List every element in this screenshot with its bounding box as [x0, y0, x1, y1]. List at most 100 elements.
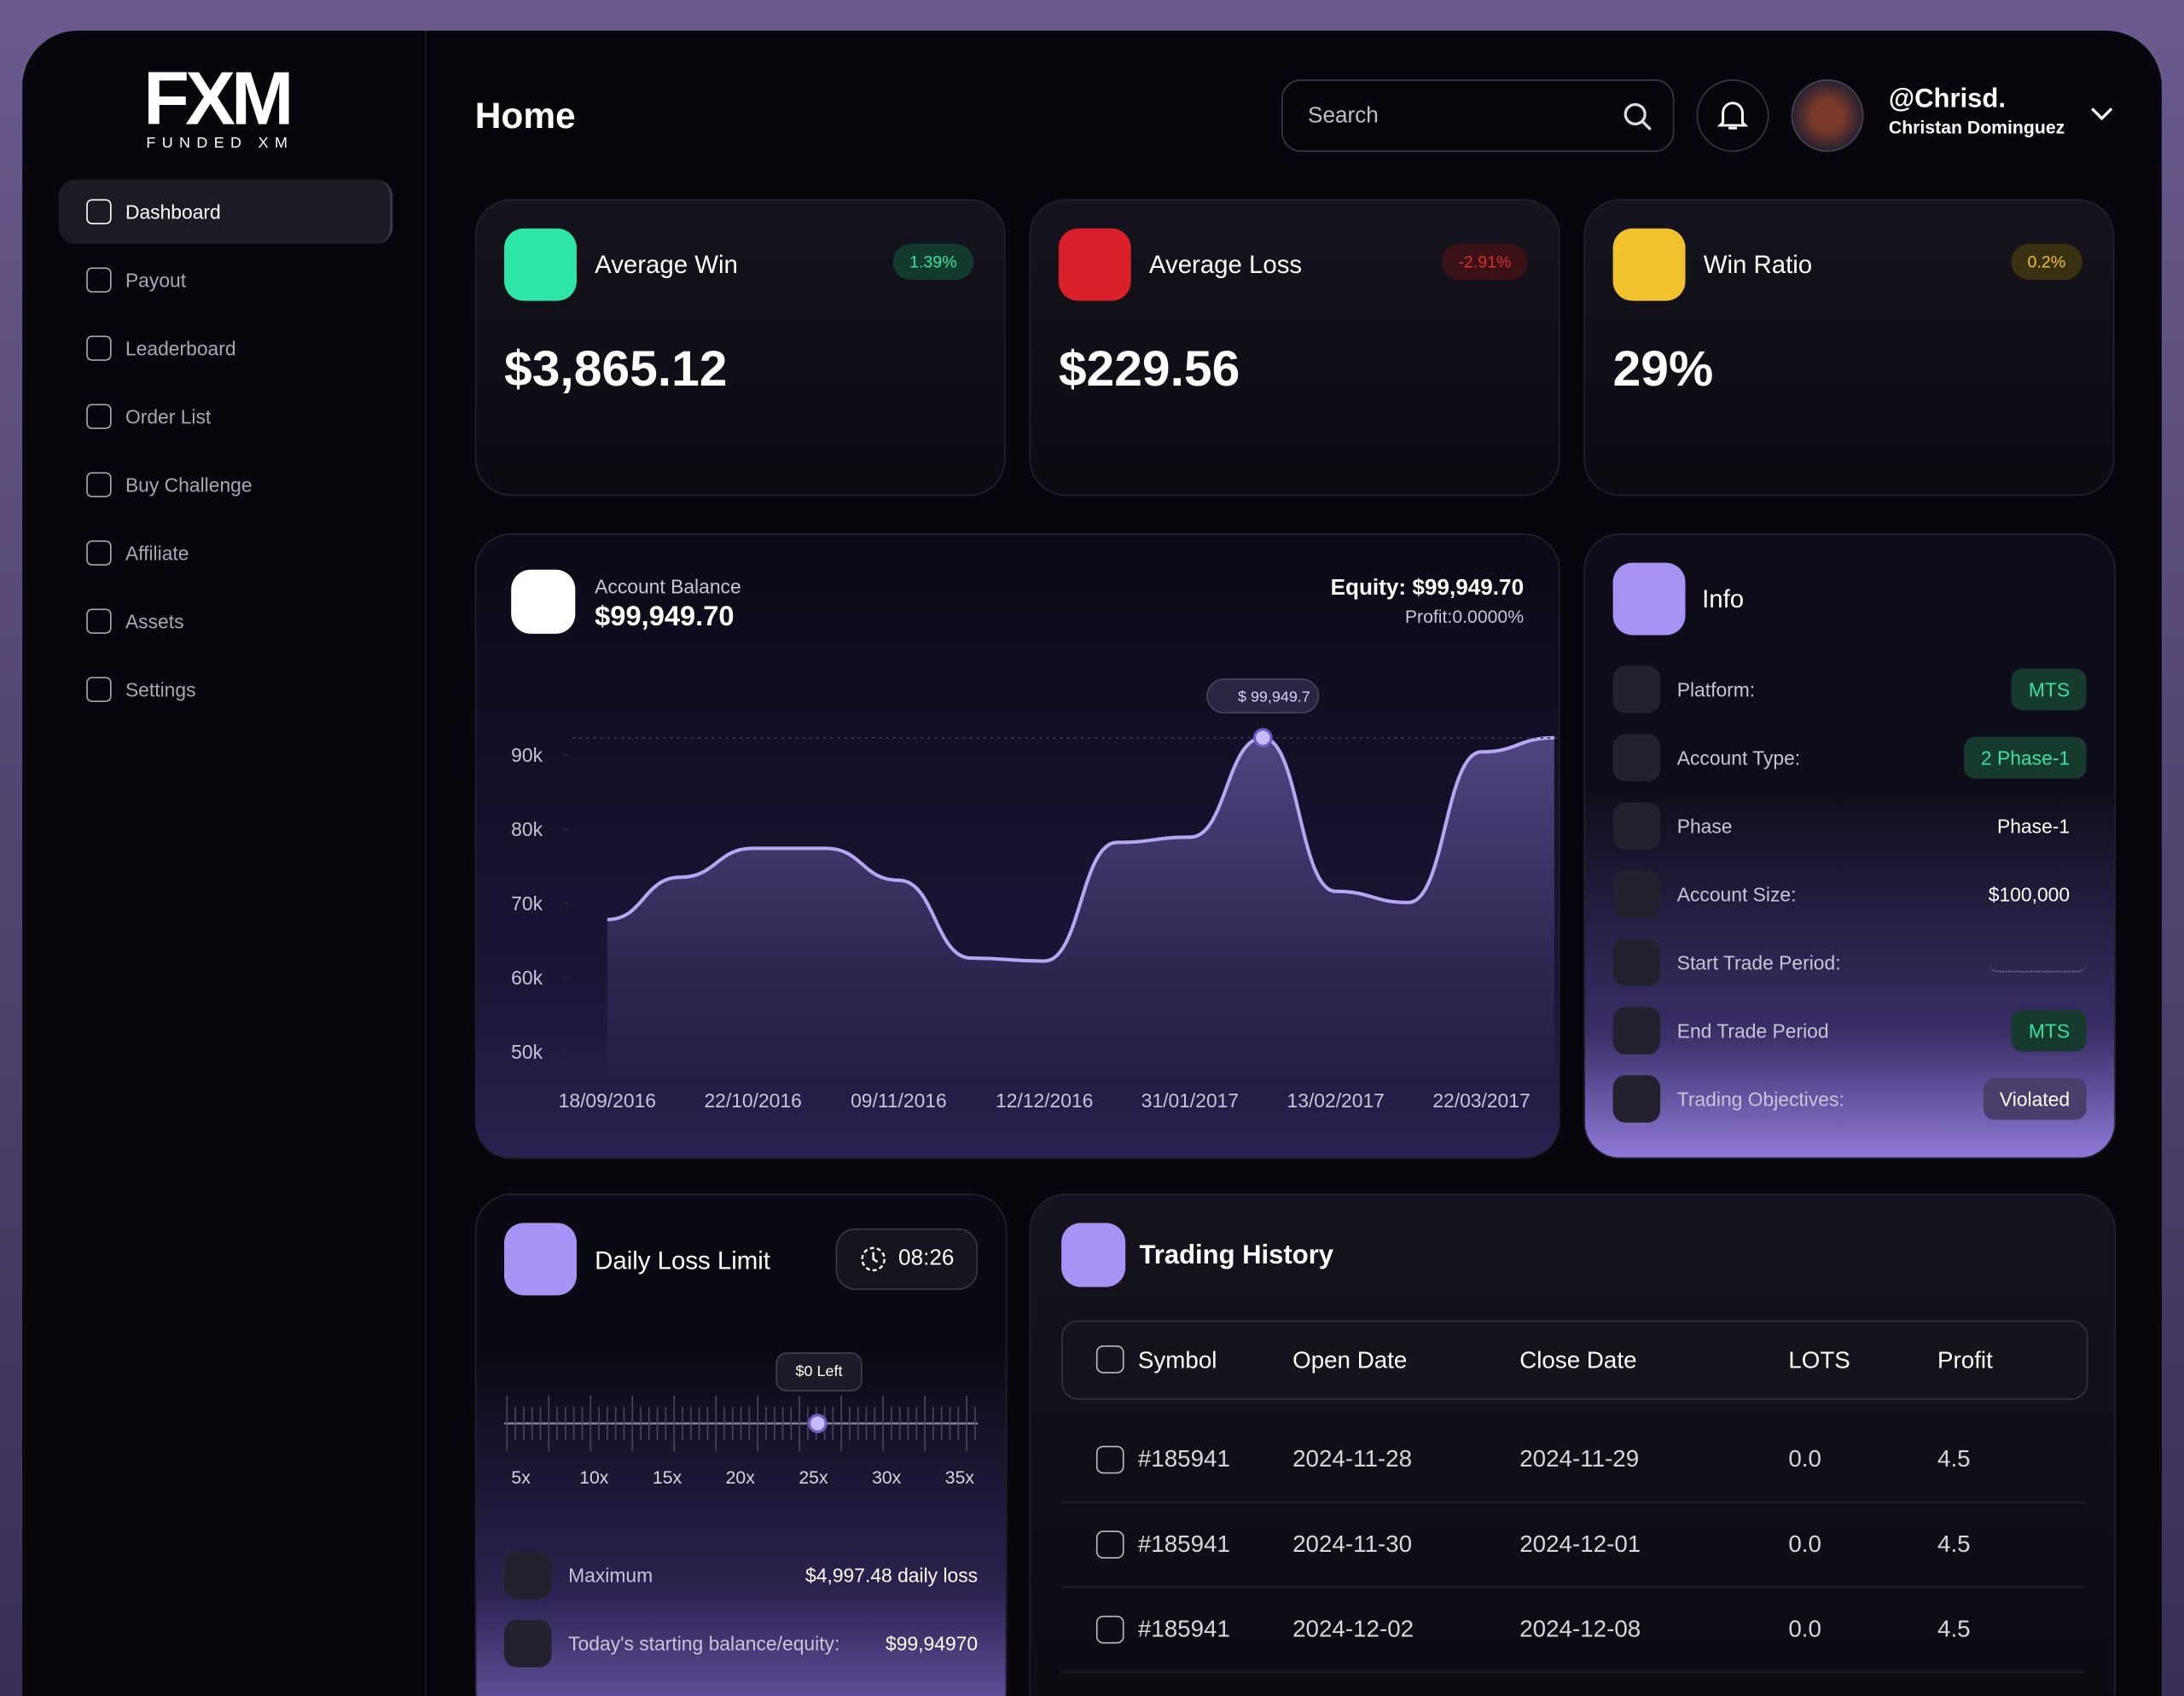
info-label: Account Size: — [1676, 883, 1797, 906]
profit: Profit:0.0000% — [1404, 606, 1525, 627]
slider-scale-label: 10x — [579, 1468, 609, 1488]
table-cell: 2024-11-29 — [1519, 1445, 1640, 1472]
nav-item[interactable]: Leaderboard — [59, 317, 391, 380]
column-header: Close Date — [1519, 1346, 1637, 1374]
peak-label: $ 99,949.7 — [1238, 688, 1310, 705]
nav-label: Buy Challenge — [125, 473, 253, 497]
timer-text: 08:26 — [898, 1246, 955, 1270]
nav-item[interactable]: Payout — [59, 248, 391, 312]
nav-label: Settings — [125, 678, 196, 701]
info-row-icon — [1612, 870, 1661, 918]
stat-card: Average Loss -2.91% $229.56 — [1029, 199, 1560, 497]
nav-icon — [86, 677, 112, 702]
x-tick-label: 18/09/2016 — [559, 1089, 656, 1112]
daily-loss-label: Today's starting balance/equity: — [568, 1632, 840, 1655]
column-header: LOTS — [1788, 1346, 1850, 1374]
nav-icon — [86, 404, 112, 429]
nav-label: Leaderboard — [125, 337, 236, 360]
nav-label: Assets — [125, 610, 184, 633]
table-cell: 0.0 — [1788, 1615, 1821, 1642]
user-menu-chevron[interactable] — [2089, 106, 2114, 123]
info-row-icon — [1612, 734, 1661, 781]
stat-title: Average Loss — [1148, 250, 1303, 279]
daily-loss-row: Maximum $4,997.48 daily loss — [504, 1550, 978, 1600]
info-row: Phase Phase-1 — [1612, 801, 2087, 851]
nav-item[interactable]: Affiliate — [59, 521, 391, 585]
stat-value: $3,865.12 — [504, 340, 728, 398]
nav-label: Payout — [125, 269, 187, 292]
info-value: MTS — [2012, 668, 2087, 711]
info-label: Trading Objectives: — [1676, 1088, 1844, 1111]
checkbox[interactable] — [1095, 1345, 1124, 1374]
page-title: Home — [474, 95, 576, 136]
stat-value: 29% — [1612, 340, 1714, 398]
timer: 08:26 — [835, 1228, 979, 1290]
stat-value: $229.56 — [1058, 340, 1240, 398]
info-row: End Trade Period MTS — [1612, 1006, 2087, 1056]
info-row: Account Size: $100,000 — [1612, 869, 2087, 920]
info-card: Info Platform: MTS Account Type: 2 Phase-1 P… — [1583, 533, 2116, 1159]
table-cell: 0.0 — [1788, 1530, 1821, 1558]
avatar[interactable] — [1791, 79, 1864, 152]
table-cell: 4.5 — [1937, 1615, 1971, 1642]
peak-bubble — [1206, 678, 1320, 714]
checkbox[interactable] — [1095, 1445, 1124, 1474]
checkbox[interactable] — [1095, 1530, 1124, 1559]
info-icon — [1612, 562, 1686, 636]
notifications-button[interactable] — [1696, 79, 1769, 152]
checkbox[interactable] — [1095, 1615, 1124, 1644]
search-placeholder: Search — [1308, 104, 1379, 129]
equity: Equity: $99,949.70 — [1330, 576, 1525, 601]
table-cell: #185941 — [1137, 1615, 1230, 1642]
info-row: Trading Objectives: Violated — [1612, 1074, 2087, 1124]
stat-card: Average Win 1.39% $3,865.12 — [474, 199, 1006, 497]
column-header: Profit — [1937, 1346, 1993, 1374]
stat-change: -2.91% — [1441, 243, 1529, 281]
info-title: Info — [1702, 584, 1745, 613]
user-name: Christan Dominguez — [1888, 117, 2065, 138]
nav-label: Order List — [125, 405, 212, 428]
info-placeholder — [1989, 954, 2087, 972]
stat-icon — [1612, 228, 1686, 301]
y-tick-label: 90k — [511, 744, 543, 766]
table-cell: 4.5 — [1937, 1445, 1971, 1472]
nav-item[interactable]: Settings — [59, 658, 391, 722]
nav-label: Affiliate — [125, 542, 189, 565]
balance-icon — [511, 569, 576, 634]
table-cell: 2024-12-08 — [1519, 1615, 1641, 1642]
slider[interactable]: 5x 10x 15x 20x 25x 30x 35x — [476, 1390, 1005, 1501]
daily-loss-row-icon — [504, 1551, 552, 1600]
stat-icon — [504, 228, 577, 301]
x-tick-label: 22/03/2017 — [1432, 1089, 1530, 1112]
daily-loss-value: $99,94970 — [886, 1632, 979, 1655]
nav-label: Dashboard — [125, 200, 221, 224]
slider-bubble: $0 Left — [775, 1352, 863, 1392]
y-tick-label: 50k — [511, 1041, 543, 1063]
daily-loss-card: Daily Loss Limit 08:26 $0 Left 5x 10x 15x 2… — [474, 1194, 1008, 1696]
nav-icon — [86, 472, 112, 497]
nav-item[interactable]: Buy Challenge — [59, 453, 391, 517]
row-divider — [1061, 1501, 2086, 1503]
slider-scale-label: 30x — [872, 1468, 902, 1488]
nav-icon — [86, 335, 112, 361]
nav-item[interactable]: Assets — [59, 590, 391, 653]
info-value: 2 Phase-1 — [1964, 736, 2087, 779]
info-row: Start Trade Period: — [1612, 938, 2087, 988]
x-tick-label: 31/01/2017 — [1141, 1089, 1239, 1112]
stat-title: Win Ratio — [1703, 250, 1813, 279]
info-row-icon — [1612, 1007, 1661, 1054]
stat-card: Win Ratio 0.2% 29% — [1583, 199, 2115, 497]
info-row-icon — [1612, 1075, 1661, 1123]
search-box[interactable]: Search — [1281, 79, 1675, 152]
nav-item[interactable]: Order List — [59, 385, 391, 449]
info-row: Account Type: 2 Phase-1 — [1612, 733, 2087, 783]
daily-loss-title: Daily Loss Limit — [595, 1246, 770, 1275]
y-tick-label: 70k — [511, 892, 543, 915]
row-divider — [1061, 1586, 2086, 1589]
slider-scale-label: 25x — [799, 1468, 828, 1488]
column-header: Symbol — [1137, 1346, 1217, 1374]
nav-icon — [86, 267, 112, 293]
nav-item[interactable]: Dashboard — [58, 179, 393, 244]
table-cell: #185941 — [1137, 1530, 1230, 1558]
